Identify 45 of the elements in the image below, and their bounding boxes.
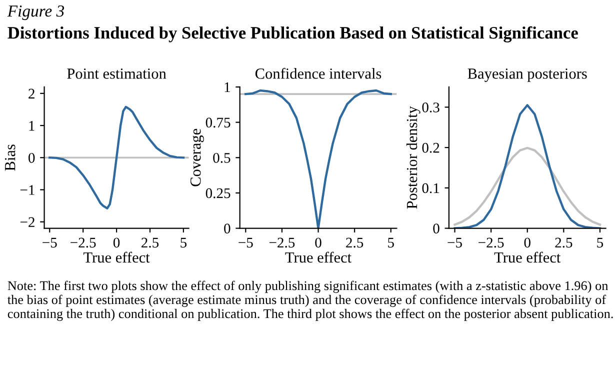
x-tick-label: −2.5 <box>70 238 96 248</box>
x-tick-label: −2.5 <box>478 238 504 248</box>
y-tick-label: 0.75 <box>206 118 230 128</box>
y-tick-label: 0 <box>28 152 35 163</box>
y-tick-label: 0.25 <box>206 188 230 198</box>
x-tick-label: 5 <box>597 238 604 248</box>
chart-title: Confidence intervals <box>255 68 382 79</box>
x-tick-label: 5 <box>388 238 394 248</box>
x-tick-label: 2.5 <box>555 238 572 248</box>
x-tick-label: 2.5 <box>346 238 364 248</box>
y-tick-label: 2 <box>28 88 34 98</box>
text: Note: The first two plots show the effect of only publishing significant estimates (with a z-statistic above 1.96) on the bias of point estimates (average estimate minus truth) and the coverage of confidence intervals (probability of containing the truth) conditional on publication. The third plot shows the effect on the posterior absent publication. <box>8 280 613 321</box>
caption: Figure 3 <box>7 5 64 20</box>
y-tick-label: −1 <box>20 185 34 195</box>
x-tick-label: 0 <box>524 238 530 248</box>
x-tick-label: −2.5 <box>269 238 295 248</box>
x-axis-title: True effect <box>84 252 150 263</box>
y-tick-label: 0 <box>433 224 440 234</box>
x-tick-label: −5 <box>42 238 57 248</box>
y-axis-title: Coverage <box>190 128 204 186</box>
line-series <box>244 89 392 228</box>
y-tick-label: 0.1 <box>422 183 440 194</box>
y-tick-label: 0 <box>224 224 230 234</box>
y-axis-title: Posterior density <box>406 106 420 209</box>
y-tick-label: 1 <box>224 82 230 92</box>
y-axis-title: Bias <box>4 144 16 171</box>
x-tick-label: 0 <box>315 238 322 248</box>
y-tick-label: −2 <box>20 217 34 227</box>
chart-title: Bayesian posteriors <box>468 68 587 82</box>
line-series <box>454 104 602 228</box>
y-tick-label: 1 <box>29 120 34 131</box>
x-tick-label: 2.5 <box>142 238 159 248</box>
text: Distortions Induced by Selective Publication Based on Statistical Significance <box>8 26 578 42</box>
chart-title: Point estimation <box>67 68 166 79</box>
line-series <box>48 106 185 210</box>
x-axis-title: True effect <box>494 252 561 263</box>
x-axis-title: True effect <box>285 252 352 263</box>
y-tick-label: 0.5 <box>213 152 230 163</box>
x-tick-label: 0 <box>113 238 120 248</box>
x-tick-label: 5 <box>180 238 187 248</box>
y-tick-label: 0.3 <box>422 102 440 112</box>
x-tick-label: −5 <box>448 238 462 248</box>
y-tick-label: 0.2 <box>422 142 440 153</box>
x-tick-label: −5 <box>238 238 253 248</box>
line-series <box>454 146 602 226</box>
